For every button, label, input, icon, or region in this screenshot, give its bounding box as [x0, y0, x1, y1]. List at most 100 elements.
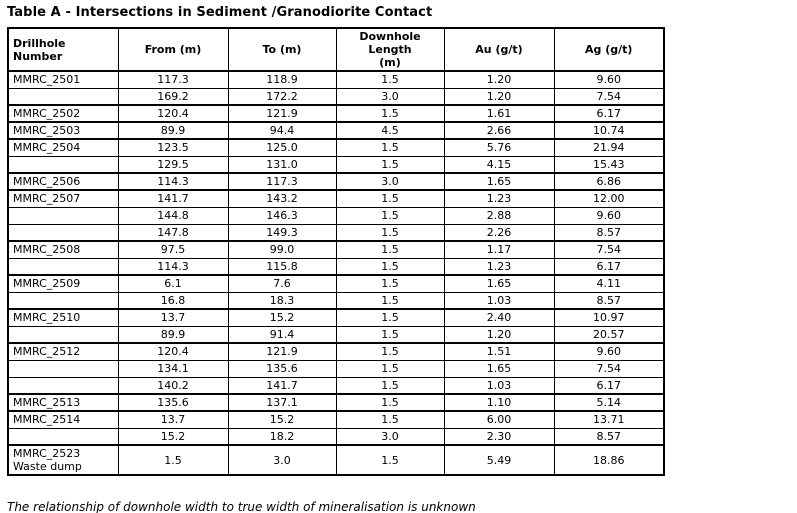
table-row: MMRC_2506 114.3 117.3 3.0 1.65 6.86: [7, 172, 665, 191]
cell-ag: 12.00: [553, 189, 665, 208]
cell-to: 91.4: [227, 325, 337, 344]
cell-drillhole: [7, 325, 119, 344]
cell-length: 1.5: [335, 291, 445, 310]
table-row: MMRC_2514 13.7 15.2 1.5 6.00 13.71: [7, 410, 665, 429]
cell-length: 1.5: [335, 274, 445, 293]
cell-ag: 13.71: [553, 410, 665, 429]
table-row: MMRC_2510 13.7 15.2 1.5 2.40 10.97: [7, 308, 665, 327]
cell-to: 7.6: [227, 274, 337, 293]
cell-ag: 6.17: [553, 257, 665, 276]
cell-drillhole: MMRC_2507: [7, 189, 119, 208]
cell-length: 1.5: [335, 393, 445, 412]
cell-from: 6.1: [117, 274, 229, 293]
cell-au: 2.88: [443, 206, 555, 225]
cell-au: 5.49: [443, 444, 555, 476]
cell-au: 1.17: [443, 240, 555, 259]
cell-length: 1.5: [335, 138, 445, 157]
cell-from: 89.9: [117, 325, 229, 344]
intersections-table: Drillhole Number From (m) To (m) Downhol…: [7, 27, 665, 476]
cell-ag: 9.60: [553, 342, 665, 361]
cell-au: 2.26: [443, 223, 555, 242]
table-row: 114.3 115.8 1.5 1.23 6.17: [7, 257, 665, 276]
cell-ag: 20.57: [553, 325, 665, 344]
cell-from: 169.2: [117, 87, 229, 106]
cell-drillhole: MMRC_2508: [7, 240, 119, 259]
cell-au: 6.00: [443, 410, 555, 429]
cell-from: 13.7: [117, 410, 229, 429]
cell-drillhole: [7, 427, 119, 446]
cell-au: 1.03: [443, 291, 555, 310]
cell-from: 89.9: [117, 121, 229, 140]
cell-drillhole: MMRC_2514: [7, 410, 119, 429]
cell-ag: 18.86: [553, 444, 665, 476]
cell-from: 120.4: [117, 104, 229, 123]
table-row: MMRC_2501 117.3 118.9 1.5 1.20 9.60: [7, 70, 665, 89]
cell-ag: 10.74: [553, 121, 665, 140]
table-row: 140.2 141.7 1.5 1.03 6.17: [7, 376, 665, 395]
cell-to: 143.2: [227, 189, 337, 208]
cell-from: 123.5: [117, 138, 229, 157]
cell-from: 97.5: [117, 240, 229, 259]
cell-length: 1.5: [335, 70, 445, 89]
cell-to: 121.9: [227, 104, 337, 123]
cell-drillhole: [7, 223, 119, 242]
cell-to: 125.0: [227, 138, 337, 157]
cell-au: 1.61: [443, 104, 555, 123]
table-row: MMRC_2508 97.5 99.0 1.5 1.17 7.54: [7, 240, 665, 259]
cell-ag: 8.57: [553, 291, 665, 310]
cell-to: 137.1: [227, 393, 337, 412]
cell-ag: 7.54: [553, 240, 665, 259]
cell-au: 1.03: [443, 376, 555, 395]
cell-ag: 7.54: [553, 87, 665, 106]
cell-drillhole: [7, 257, 119, 276]
table-row: MMRC_2513 135.6 137.1 1.5 1.10 5.14: [7, 393, 665, 412]
cell-drillhole: MMRC_2501: [7, 70, 119, 89]
cell-from: 147.8: [117, 223, 229, 242]
cell-length: 1.5: [335, 240, 445, 259]
cell-to: 18.3: [227, 291, 337, 310]
table-title: Table A - Intersections in Sediment /Gra…: [7, 5, 433, 20]
cell-au: 1.20: [443, 87, 555, 106]
cell-ag: 21.94: [553, 138, 665, 157]
cell-drillhole: MMRC_2509: [7, 274, 119, 293]
cell-ag: 8.57: [553, 223, 665, 242]
cell-ag: 7.54: [553, 359, 665, 378]
cell-to: 172.2: [227, 87, 337, 106]
cell-from: 15.2: [117, 427, 229, 446]
cell-to: 121.9: [227, 342, 337, 361]
cell-au: 1.51: [443, 342, 555, 361]
table-row: MMRC_2507 141.7 143.2 1.5 1.23 12.00: [7, 189, 665, 208]
table-row: 16.8 18.3 1.5 1.03 8.57: [7, 291, 665, 310]
cell-au: 1.20: [443, 325, 555, 344]
cell-length: 1.5: [335, 206, 445, 225]
cell-au: 1.23: [443, 189, 555, 208]
table-row: 169.2 172.2 3.0 1.20 7.54: [7, 87, 665, 106]
cell-to: 135.6: [227, 359, 337, 378]
cell-length: 1.5: [335, 410, 445, 429]
table-row: MMRC_2512 120.4 121.9 1.5 1.51 9.60: [7, 342, 665, 361]
cell-to: 131.0: [227, 155, 337, 174]
cell-to: 94.4: [227, 121, 337, 140]
cell-ag: 9.60: [553, 70, 665, 89]
cell-from: 16.8: [117, 291, 229, 310]
cell-from: 117.3: [117, 70, 229, 89]
cell-drillhole: MMRC_2503: [7, 121, 119, 140]
cell-to: 115.8: [227, 257, 337, 276]
cell-au: 1.23: [443, 257, 555, 276]
table-row: 129.5 131.0 1.5 4.15 15.43: [7, 155, 665, 174]
cell-length: 1.5: [335, 189, 445, 208]
cell-au: 1.20: [443, 70, 555, 89]
cell-ag: 6.17: [553, 376, 665, 395]
cell-to: 117.3: [227, 172, 337, 191]
cell-length: 1.5: [335, 223, 445, 242]
cell-length: 1.5: [335, 359, 445, 378]
table-row: MMRC_2509 6.1 7.6 1.5 1.65 4.11: [7, 274, 665, 293]
cell-au: 4.15: [443, 155, 555, 174]
header-au-gpt: Au (g/t): [443, 27, 555, 72]
cell-au: 5.76: [443, 138, 555, 157]
header-to-m: To (m): [227, 27, 337, 72]
cell-to: 99.0: [227, 240, 337, 259]
table-row: MMRC_2502 120.4 121.9 1.5 1.61 6.17: [7, 104, 665, 123]
cell-ag: 10.97: [553, 308, 665, 327]
